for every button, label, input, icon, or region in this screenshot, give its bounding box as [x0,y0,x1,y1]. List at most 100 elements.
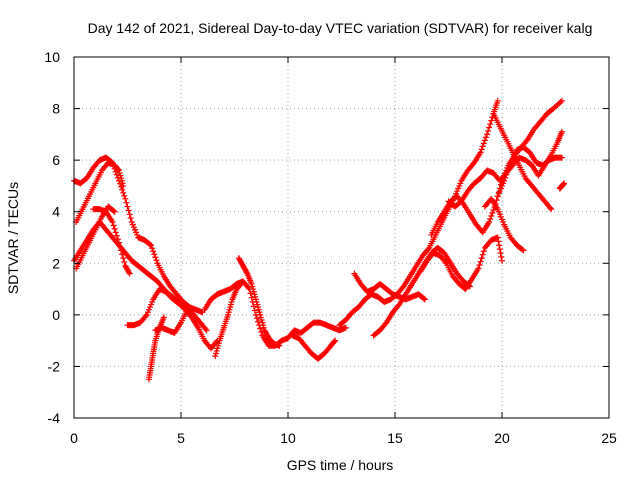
x-tick-label: 25 [601,430,617,446]
series-track-19 [494,144,565,200]
data-point [399,284,406,291]
data-point [382,320,389,327]
data-point [120,182,127,189]
series-track-6 [124,286,221,352]
data-point [109,219,116,226]
data-point [150,248,157,255]
data-point [480,248,487,255]
data-point [151,251,158,258]
data-point [487,216,494,223]
data-point [482,134,489,141]
data-point [504,168,511,175]
data-point [251,307,258,314]
data-point [475,265,482,272]
y-tick-label: -2 [48,358,61,374]
series-track-10 [235,255,283,349]
data-point [127,215,134,222]
data-point [506,162,513,169]
data-point [243,269,250,276]
data-point [250,303,257,310]
data-point [124,203,131,210]
data-point [558,154,565,161]
data-point [120,189,127,196]
data-point [126,211,133,218]
data-point [558,97,565,104]
data-point [126,270,133,277]
data-point [497,249,504,256]
data-point [257,325,264,332]
y-tick-label: 10 [44,49,60,65]
x-tick-label: 0 [70,430,78,446]
x-tick-label: 20 [494,430,510,446]
series-track-20 [490,110,555,213]
data-point [547,204,554,211]
data-point [488,117,495,124]
series-track-11 [212,280,244,360]
x-tick-label: 5 [177,430,185,446]
data-point [203,327,210,334]
data-point [111,208,118,215]
data-point [245,284,252,291]
data-point [494,234,501,241]
data-point [496,242,503,249]
series-track-22 [556,180,568,192]
data-point [123,199,130,206]
x-tick-label: 15 [387,430,403,446]
series-track-14 [351,270,428,303]
data-point [125,269,132,276]
data-point [237,280,244,287]
y-tick-label: 4 [52,204,60,220]
data-point [121,258,128,265]
data-point [253,315,260,322]
data-point [479,143,486,150]
data-point [498,253,505,260]
data-point [160,314,167,321]
data-point [395,302,402,309]
data-point [442,258,449,265]
data-point [119,186,126,193]
data-point [248,294,255,301]
data-point [480,140,487,147]
data-point [485,127,492,134]
data-point [470,161,477,168]
data-point [496,246,503,253]
data-point [110,222,117,229]
data-point [342,324,349,331]
data-points [71,97,568,383]
data-point [153,257,160,264]
series-track-2 [73,159,127,226]
data-point [202,326,209,333]
data-point [237,281,244,288]
data-point [118,247,125,254]
y-tick-labels: -4 -2 0 2 4 6 8 10 [44,49,60,426]
y-tick-label: 6 [52,152,60,168]
series-track-17 [428,97,565,238]
data-point [561,180,568,187]
y-tick-label: 8 [52,101,60,117]
grid [74,57,609,418]
data-point [113,232,120,239]
data-point [520,247,527,254]
series-track-12 [289,332,339,362]
plot-frame [73,56,610,419]
series-track-9 [201,278,349,349]
series-track-8 [152,306,210,336]
data-point [484,131,491,138]
data-point [523,137,530,144]
data-point [420,295,427,302]
data-point [501,177,508,184]
data-point [255,318,262,325]
x-axis-label: GPS time / hours [287,457,394,473]
data-point [486,219,493,226]
y-tick-label: -4 [48,410,61,426]
data-point [276,342,283,349]
data-point [487,121,494,128]
series-track-5 [90,206,133,277]
data-point [117,243,124,250]
data-point [548,206,555,213]
data-point [477,258,484,265]
data-point [120,255,127,262]
series-track-18 [445,128,565,210]
data-point [110,207,117,214]
